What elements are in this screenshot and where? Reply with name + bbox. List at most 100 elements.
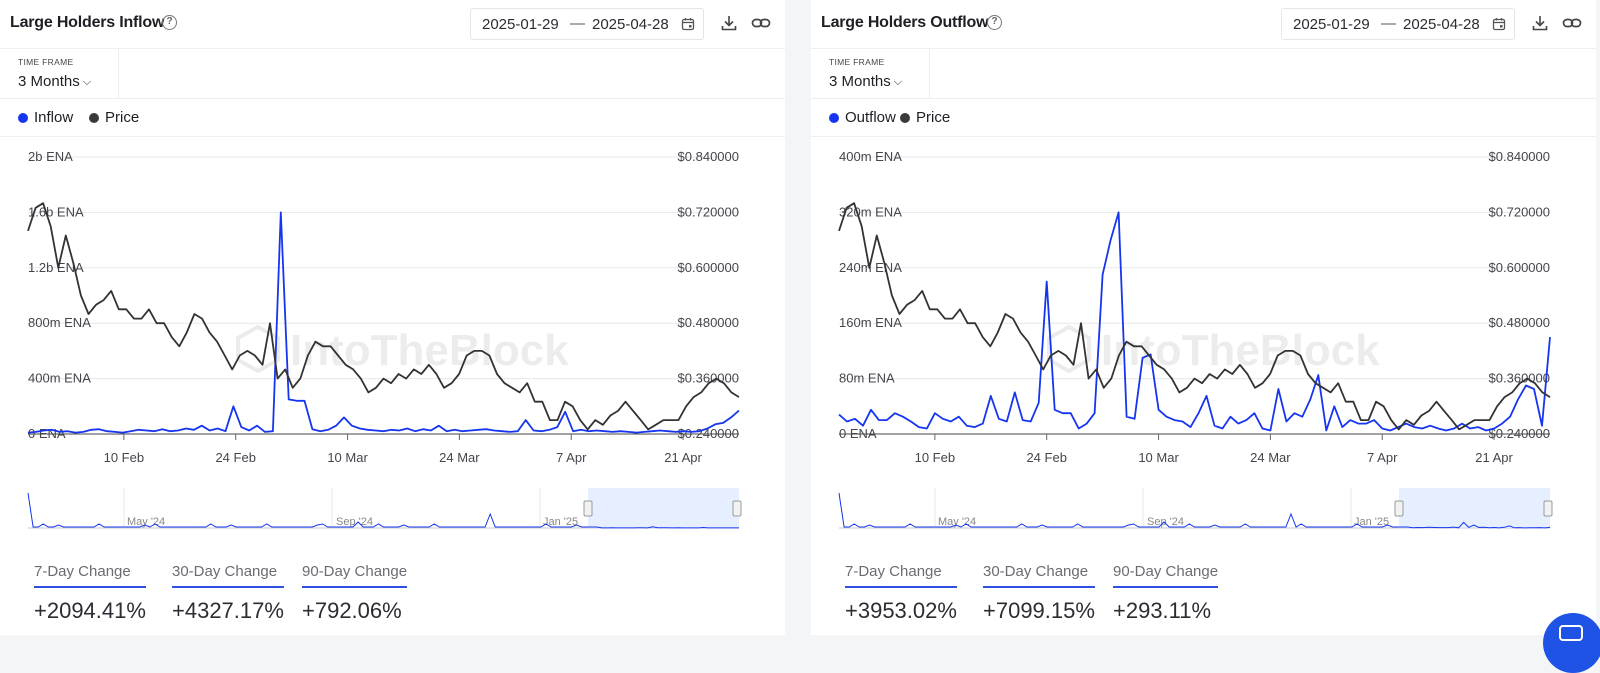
watermark-text: IntoTheBlock xyxy=(1101,326,1380,375)
legend-item-price[interactable]: Price xyxy=(900,109,950,126)
date-from: 2025-01-29 xyxy=(482,16,559,33)
navigator-label: May '24 xyxy=(938,516,976,528)
date-separator: — xyxy=(1381,15,1396,32)
x-tick-label: 10 Feb xyxy=(915,450,955,465)
legend-label-flow: Outflow xyxy=(845,109,896,126)
price-line xyxy=(838,202,1551,431)
timeframe-dropdown[interactable]: 3 Months ⌵ xyxy=(18,73,91,90)
x-tick-label: 24 Feb xyxy=(1026,450,1066,465)
y-left-tick-label: 400m ENA xyxy=(839,149,902,164)
y-right-tick-label: $0.240000 xyxy=(678,426,739,441)
legend-dot-flow xyxy=(829,112,839,123)
chat-icon xyxy=(1559,625,1583,641)
calendar-icon[interactable] xyxy=(681,17,695,31)
y-right-tick-label: $0.840000 xyxy=(1489,149,1550,164)
y-right-tick-label: $0.600000 xyxy=(1489,260,1550,275)
panel-header: Large Holders Outflow ? 2025-01-29 — 202… xyxy=(811,0,1596,49)
x-tick-label: 10 Mar xyxy=(327,450,368,465)
stat-label: 30-Day Change xyxy=(983,563,1095,588)
y-left-tick-label: 1.6b ENA xyxy=(28,204,84,219)
stat-label: 90-Day Change xyxy=(1113,563,1219,588)
stat-label: 30-Day Change xyxy=(172,563,284,588)
x-tick-label: 10 Feb xyxy=(104,450,144,465)
navigator-selection xyxy=(588,488,739,528)
stat-30-day: 30-Day Change +7099.15% xyxy=(983,563,1095,624)
legend-item-price[interactable]: Price xyxy=(89,109,139,126)
chevron-down-icon: ⌵ xyxy=(82,76,92,88)
panel-title: Large Holders Inflow xyxy=(10,14,165,31)
x-tick-label: 24 Feb xyxy=(215,450,255,465)
link-icon[interactable] xyxy=(1562,14,1582,32)
legend-item-flow[interactable]: Outflow xyxy=(829,109,896,126)
y-left-tick-label: 400m ENA xyxy=(28,371,91,386)
stat-value: +7099.15% xyxy=(983,598,1095,623)
date-separator: — xyxy=(570,15,585,32)
y-right-tick-label: $0.720000 xyxy=(1489,204,1550,219)
timeframe-dropdown[interactable]: 3 Months ⌵ xyxy=(829,73,902,90)
y-right-tick-label: $0.360000 xyxy=(1489,371,1550,386)
y-right-tick-label: $0.720000 xyxy=(678,204,739,219)
download-icon[interactable] xyxy=(720,14,738,32)
stat-label: 7-Day Change xyxy=(845,563,957,588)
legend: Outflow Price xyxy=(811,98,1596,137)
chat-button[interactable] xyxy=(1543,613,1600,673)
inflow-panel: Large Holders Inflow ? 2025-01-29 — 2025… xyxy=(0,0,785,635)
legend-dot-price xyxy=(900,112,910,123)
outflow-panel: Large Holders Outflow ? 2025-01-29 — 202… xyxy=(811,0,1596,635)
y-right-tick-label: $0.840000 xyxy=(678,149,739,164)
question-circle-icon[interactable]: ? xyxy=(162,15,177,30)
date-from: 2025-01-29 xyxy=(1293,16,1370,33)
navigator-handle xyxy=(732,500,742,517)
legend-label-price: Price xyxy=(105,109,140,126)
y-right-tick-label: $0.480000 xyxy=(1489,315,1550,330)
timeframe-selector[interactable]: TIME FRAME 3 Months ⌵ xyxy=(0,49,119,98)
y-right-tick-label: $0.600000 xyxy=(678,260,739,275)
legend: Inflow Price xyxy=(0,98,785,137)
x-tick-label: 24 Mar xyxy=(1250,450,1291,465)
question-circle-icon[interactable]: ? xyxy=(987,15,1002,30)
y-left-tick-label: 2b ENA xyxy=(28,149,73,164)
date-range-picker[interactable]: 2025-01-29 — 2025-04-28 xyxy=(470,8,704,40)
chevron-down-icon: ⌵ xyxy=(893,76,903,88)
calendar-icon[interactable] xyxy=(1492,17,1506,31)
watermark-hexagon xyxy=(1047,324,1091,374)
navigator-label: Jan '25 xyxy=(1354,516,1389,528)
stat-7-day: 7-Day Change +3953.02% xyxy=(845,563,957,624)
x-tick-label: 7 Apr xyxy=(556,450,587,465)
y-left-tick-label: 800m ENA xyxy=(28,315,91,330)
stat-90-day: 90-Day Change +792.06% xyxy=(302,563,408,624)
legend-dot-flow xyxy=(18,112,28,123)
x-tick-label: 21 Apr xyxy=(664,450,702,465)
legend-label-price: Price xyxy=(916,109,951,126)
date-range-picker[interactable]: 2025-01-29 — 2025-04-28 xyxy=(1281,8,1515,40)
chart-svg: 0 ENA 400m ENA 800m ENA 1.2b ENA 1.6b ENA 2b … xyxy=(27,149,742,529)
watermark-text: IntoTheBlock xyxy=(290,326,569,375)
flow-line xyxy=(838,211,1551,432)
y-right-tick-label: $0.240000 xyxy=(1489,426,1550,441)
y-right-tick-label: $0.480000 xyxy=(678,315,739,330)
stat-value: +293.11% xyxy=(1113,598,1212,623)
navigator-handle xyxy=(1543,500,1553,517)
legend-item-flow[interactable]: Inflow xyxy=(18,109,73,126)
y-left-tick-label: 80m ENA xyxy=(839,371,895,386)
link-icon[interactable] xyxy=(751,14,771,32)
stat-value: +2094.41% xyxy=(34,598,146,623)
navigator-label: Sep '24 xyxy=(336,516,373,528)
stat-90-day: 90-Day Change +293.11% xyxy=(1113,563,1219,624)
x-tick-label: 10 Mar xyxy=(1138,450,1179,465)
price-line xyxy=(27,202,740,431)
navigator-handle xyxy=(1394,500,1404,517)
timeframe-selector[interactable]: TIME FRAME 3 Months ⌵ xyxy=(811,49,930,98)
date-to: 2025-04-28 xyxy=(1403,16,1480,33)
stat-7-day: 7-Day Change +2094.41% xyxy=(34,563,146,624)
navigator-handle xyxy=(583,500,593,517)
y-left-tick-label: 1.2b ENA xyxy=(28,260,84,275)
legend-label-flow: Inflow xyxy=(34,109,74,126)
stat-value: +3953.02% xyxy=(845,598,957,623)
y-left-tick-label: 0 ENA xyxy=(28,426,66,441)
download-icon[interactable] xyxy=(1531,14,1549,32)
navigator-series xyxy=(27,492,739,529)
y-left-tick-label: 160m ENA xyxy=(839,315,902,330)
timeframe-value: 3 Months xyxy=(18,73,80,90)
